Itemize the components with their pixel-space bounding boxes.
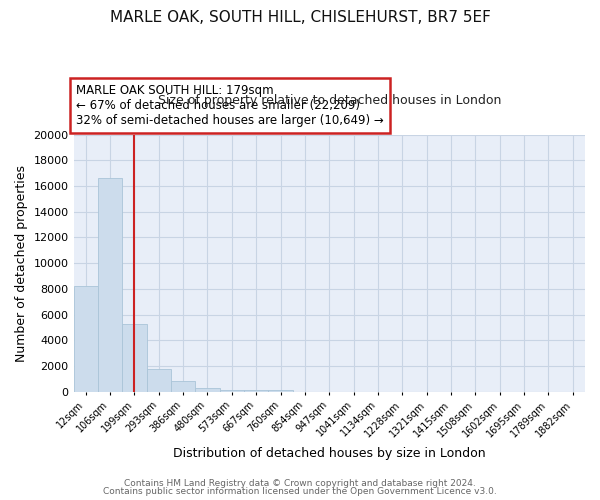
Bar: [98, 178, 122, 392]
Bar: [122, 324, 146, 392]
Text: Contains HM Land Registry data © Crown copyright and database right 2024.: Contains HM Land Registry data © Crown c…: [124, 478, 476, 488]
X-axis label: Distribution of detached houses by size in London: Distribution of detached houses by size …: [173, 447, 485, 460]
Bar: [171, 382, 196, 392]
Bar: [244, 390, 268, 392]
Y-axis label: Number of detached properties: Number of detached properties: [15, 164, 28, 362]
Bar: [220, 390, 244, 392]
Bar: [74, 286, 98, 392]
Text: Contains public sector information licensed under the Open Government Licence v3: Contains public sector information licen…: [103, 487, 497, 496]
Text: MARLE OAK SOUTH HILL: 179sqm
← 67% of detached houses are smaller (22,209)
32% o: MARLE OAK SOUTH HILL: 179sqm ← 67% of de…: [76, 84, 384, 127]
Text: MARLE OAK, SOUTH HILL, CHISLEHURST, BR7 5EF: MARLE OAK, SOUTH HILL, CHISLEHURST, BR7 …: [110, 10, 490, 25]
Bar: [196, 388, 220, 392]
Bar: [146, 368, 171, 392]
Title: Size of property relative to detached houses in London: Size of property relative to detached ho…: [158, 94, 501, 107]
Bar: [268, 390, 293, 392]
